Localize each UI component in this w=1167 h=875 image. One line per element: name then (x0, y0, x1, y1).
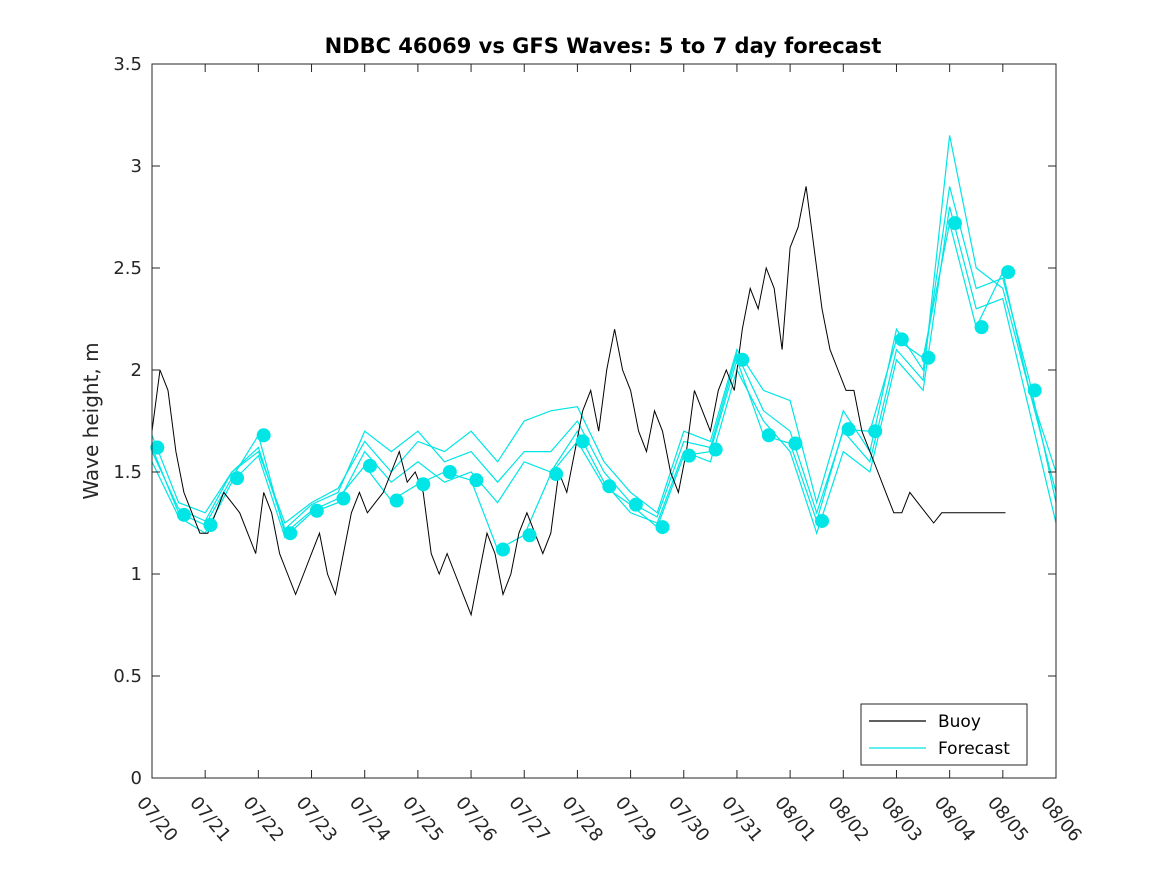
forecast-marker (921, 350, 936, 365)
forecast-marker (150, 440, 165, 455)
forecast-marker (708, 442, 723, 457)
forecast-marker (575, 434, 590, 449)
forecast-marker (947, 216, 962, 231)
y-tick-label: 2.5 (113, 258, 142, 279)
forecast-marker (203, 518, 218, 533)
y-tick-label: 0 (131, 768, 142, 789)
forecast-marker (868, 424, 883, 439)
forecast-marker (256, 428, 271, 443)
legend-label-forecast: Forecast (938, 739, 1010, 759)
forecast-marker (682, 448, 697, 463)
y-tick-label: 1 (131, 564, 142, 585)
y-tick-label: 0.5 (113, 666, 142, 687)
y-tick-label: 3 (131, 156, 142, 177)
forecast-marker (655, 520, 670, 535)
y-axis-label: Wave height, m (79, 342, 103, 499)
forecast-marker (309, 503, 324, 518)
forecast-marker (389, 493, 404, 508)
y-tick-label: 3.5 (113, 54, 142, 75)
y-tick-label: 1.5 (113, 462, 142, 483)
forecast-marker (363, 458, 378, 473)
forecast-line (151, 135, 1057, 531)
forecast-marker (974, 320, 989, 335)
forecast-marker (628, 497, 643, 512)
forecast-marker (788, 436, 803, 451)
legend-label-buoy: Buoy (938, 712, 981, 732)
buoy-line (151, 186, 1006, 617)
forecast-marker (815, 513, 830, 528)
forecast-marker (735, 352, 750, 367)
forecast-marker (522, 528, 537, 543)
forecast-marker (283, 526, 298, 541)
forecast-marker (602, 479, 617, 494)
y-tick-label: 2 (131, 360, 142, 381)
forecast-marker (230, 471, 245, 486)
forecast-marker (442, 465, 457, 479)
legend: Buoy Forecast (860, 703, 1028, 766)
forecast-marker (1001, 265, 1016, 280)
forecast-marker (469, 473, 484, 488)
forecast-marker (761, 428, 776, 443)
forecast-marker (495, 542, 510, 557)
forecast-marker (336, 491, 351, 506)
forecast-marker (1027, 383, 1042, 398)
forecast-marker (841, 422, 856, 437)
plot-frame (151, 63, 1057, 779)
legend-box (860, 703, 1028, 766)
forecast-marker (176, 507, 191, 522)
forecast-marker (549, 467, 564, 482)
chart-title: NDBC 46069 vs GFS Waves: 5 to 7 day fore… (325, 34, 882, 58)
forecast-marker (416, 477, 431, 492)
forecast-marker (894, 332, 909, 347)
series-layer (150, 135, 1057, 617)
